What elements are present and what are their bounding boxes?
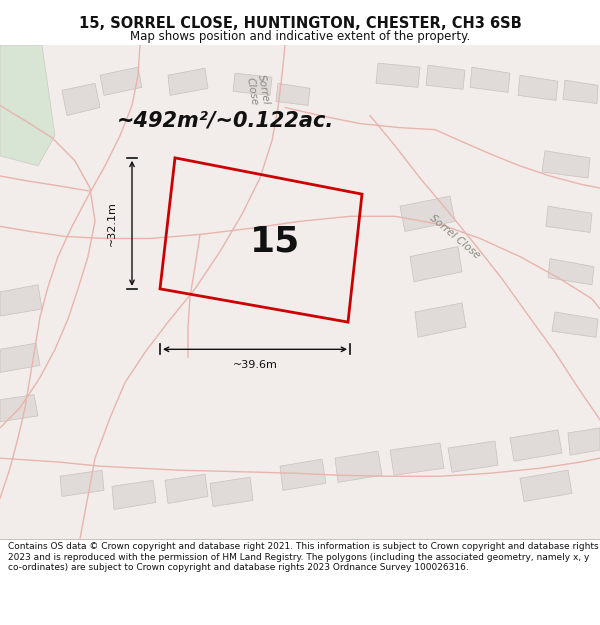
- Polygon shape: [470, 67, 510, 92]
- Polygon shape: [112, 480, 156, 509]
- Polygon shape: [552, 312, 598, 338]
- Polygon shape: [276, 83, 310, 106]
- Polygon shape: [448, 441, 498, 472]
- Polygon shape: [390, 443, 444, 475]
- Polygon shape: [546, 206, 592, 232]
- Text: Map shows position and indicative extent of the property.: Map shows position and indicative extent…: [130, 30, 470, 42]
- Text: Contains OS data © Crown copyright and database right 2021. This information is : Contains OS data © Crown copyright and d…: [8, 542, 598, 572]
- Polygon shape: [210, 478, 253, 506]
- Polygon shape: [0, 45, 55, 166]
- Polygon shape: [400, 196, 455, 231]
- Polygon shape: [0, 285, 42, 316]
- Polygon shape: [0, 394, 38, 422]
- Polygon shape: [518, 75, 558, 101]
- Polygon shape: [520, 470, 572, 501]
- Text: ~32.1m: ~32.1m: [107, 201, 117, 246]
- Polygon shape: [376, 63, 420, 88]
- Text: 15, SORREL CLOSE, HUNTINGTON, CHESTER, CH3 6SB: 15, SORREL CLOSE, HUNTINGTON, CHESTER, C…: [79, 16, 521, 31]
- Text: 15: 15: [250, 224, 300, 259]
- Polygon shape: [62, 83, 100, 116]
- Polygon shape: [165, 474, 208, 504]
- Polygon shape: [280, 459, 326, 491]
- Polygon shape: [233, 73, 272, 96]
- Polygon shape: [335, 451, 382, 482]
- Polygon shape: [548, 259, 594, 285]
- Text: Sorrel
Close: Sorrel Close: [245, 73, 271, 107]
- Polygon shape: [0, 343, 40, 372]
- Polygon shape: [510, 430, 562, 461]
- Polygon shape: [426, 65, 465, 89]
- Text: ~492m²/~0.122ac.: ~492m²/~0.122ac.: [116, 111, 334, 131]
- Polygon shape: [100, 67, 142, 96]
- Text: Sorrel Close: Sorrel Close: [428, 213, 482, 260]
- Polygon shape: [410, 246, 462, 282]
- Polygon shape: [415, 303, 466, 338]
- Polygon shape: [168, 68, 208, 96]
- Polygon shape: [563, 80, 598, 104]
- Polygon shape: [60, 470, 104, 496]
- Text: ~39.6m: ~39.6m: [233, 361, 277, 371]
- Polygon shape: [568, 428, 600, 455]
- Polygon shape: [542, 151, 590, 178]
